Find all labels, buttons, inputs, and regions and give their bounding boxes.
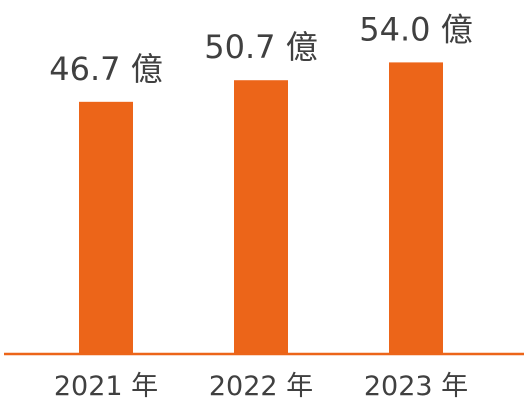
data-label-1: 46.7 億 (49, 50, 162, 88)
x-tick-label-2: 2022 年 (209, 371, 313, 402)
data-labels-layer: 46.7 億 50.7 億 54.0 億 (49, 10, 472, 87)
bar-1 (79, 101, 133, 354)
data-label-3: 54.0 億 (359, 10, 472, 48)
bars-layer (79, 62, 443, 355)
bar-2 (234, 80, 288, 354)
x-tick-label-1: 2021 年 (54, 371, 158, 402)
data-label-2: 50.7 億 (204, 28, 317, 66)
x-tick-labels-layer: 2021 年 2022 年 2023 年 (54, 371, 468, 402)
bar-3 (389, 62, 443, 355)
x-tick-label-3: 2023 年 (364, 371, 468, 402)
